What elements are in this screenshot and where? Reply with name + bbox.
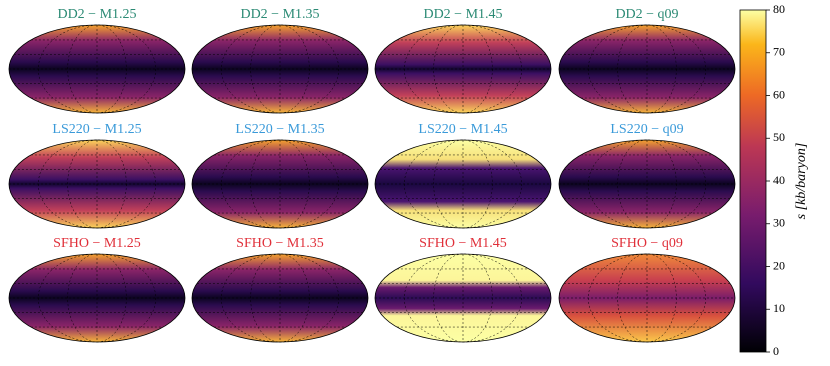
colorbar-tick-label: 60 bbox=[773, 87, 785, 101]
panel-title: DD2 − M1.25 bbox=[57, 7, 136, 22]
panel-title: LS220 − q09 bbox=[610, 122, 683, 137]
colorbar-tick-label: 10 bbox=[773, 301, 785, 315]
panel-title: DD2 − q09 bbox=[615, 7, 678, 22]
colorbar-tick-label: 0 bbox=[773, 344, 779, 358]
colorbar-tick-label: 20 bbox=[773, 258, 785, 272]
panel-title: SFHO − M1.25 bbox=[53, 236, 141, 251]
colorbar-tick-label: 70 bbox=[773, 45, 785, 59]
panel-title: LS220 − M1.25 bbox=[52, 122, 141, 137]
panel-title: SFHO − M1.45 bbox=[419, 236, 507, 251]
colorbar-label: s [kb/baryon] bbox=[794, 143, 809, 220]
panel-title: SFHO − q09 bbox=[611, 236, 683, 251]
colorbar-tick-label: 30 bbox=[773, 216, 785, 230]
panel-title: LS220 − M1.45 bbox=[418, 122, 507, 137]
panel-title: DD2 − M1.35 bbox=[240, 7, 319, 22]
panel-title: DD2 − M1.45 bbox=[423, 7, 502, 22]
panel-title: SFHO − M1.35 bbox=[236, 236, 324, 251]
panel-title: LS220 − M1.35 bbox=[235, 122, 324, 137]
colorbar bbox=[739, 9, 767, 353]
colorbar-tick-label: 80 bbox=[773, 2, 785, 16]
colorbar-tick-label: 50 bbox=[773, 130, 785, 144]
colorbar-tick-label: 40 bbox=[773, 173, 785, 187]
